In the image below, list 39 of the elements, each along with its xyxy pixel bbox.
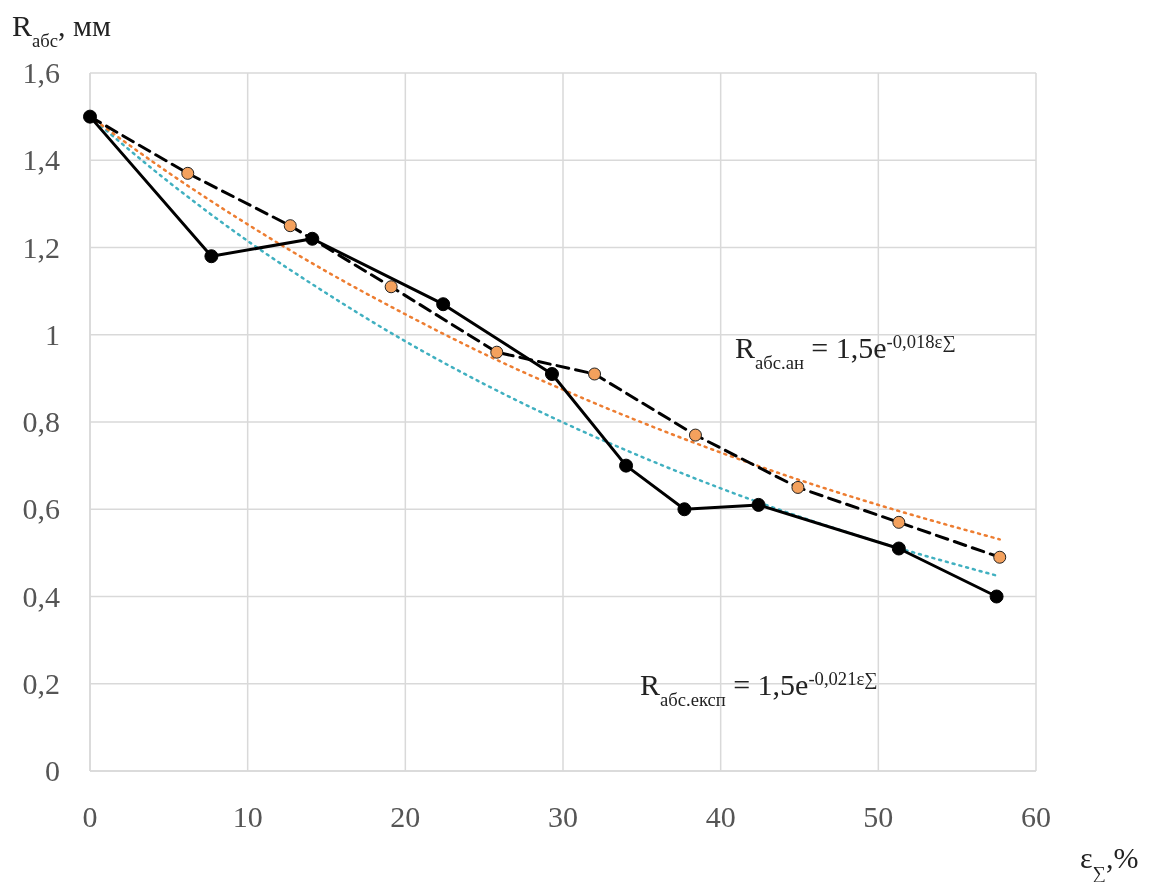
annotation: R$_{абс.ан}$ = 1,5e$^{-0,018ε∑}$: [735, 330, 956, 373]
point: [204, 249, 219, 264]
point: [544, 367, 559, 382]
point: [490, 345, 504, 359]
point: [993, 550, 1007, 564]
annotation: R$_{абс.експ}$ = 1,5e$^{-0,021ε∑}$: [640, 667, 878, 710]
y-tick-label: 0: [45, 754, 60, 787]
point: [83, 109, 97, 124]
point: [384, 280, 398, 294]
y-tick-label: 1: [45, 317, 60, 351]
point: [688, 428, 702, 442]
y-tick-label: 0,6: [22, 492, 60, 526]
point: [283, 219, 297, 233]
y-tick-label: 0,8: [22, 405, 60, 438]
y-tick-label: 1,4: [22, 143, 60, 177]
x-tick-label: 30: [548, 800, 578, 833]
x-tick-label: 60: [1021, 800, 1051, 833]
x-tick-label: 40: [705, 800, 736, 833]
point: [588, 367, 602, 381]
x-tick-label: 50: [863, 800, 894, 833]
point: [436, 297, 451, 312]
x-tick-label: 20: [390, 800, 421, 833]
point: [791, 480, 805, 494]
y-tick-label: 0,2: [22, 666, 60, 700]
point: [181, 166, 195, 180]
x-tick-label: 0: [82, 800, 98, 833]
y-tick-label: 1,6: [22, 56, 60, 89]
y-tick-label: 1,2: [22, 230, 60, 264]
point: [891, 541, 906, 556]
y-axis-title: R$_{абс}$, мм: [12, 9, 111, 51]
point: [989, 589, 1004, 604]
point: [677, 502, 692, 517]
point: [305, 231, 320, 246]
point: [619, 458, 634, 473]
x-axis-title: ε$_{∑}$,%: [1080, 841, 1139, 882]
x-tick-label: 10: [232, 800, 263, 833]
point: [892, 515, 906, 529]
y-tick-label: 0,4: [22, 579, 60, 613]
point: [751, 497, 766, 512]
